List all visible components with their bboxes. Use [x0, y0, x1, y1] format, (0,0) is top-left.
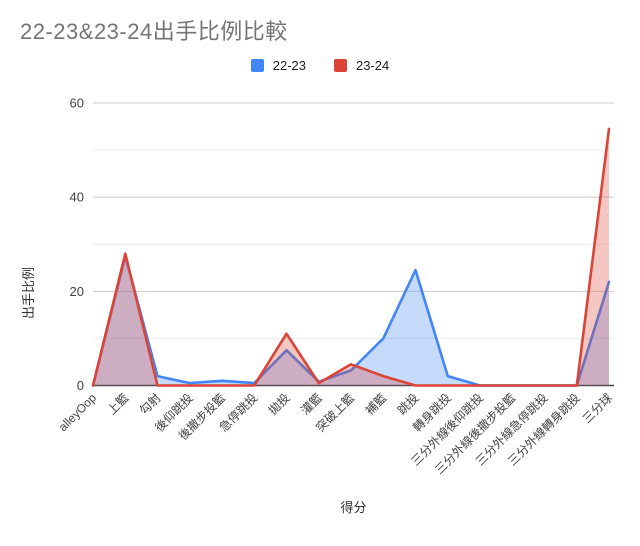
- line-series-23-24: [91, 127, 611, 387]
- chart-title: 22-23&23-24出手比例比較: [20, 19, 288, 44]
- y-tick-label: 20: [70, 284, 84, 299]
- legend-item-23-24[interactable]: 23-24: [334, 58, 389, 73]
- legend: 22-23 23-24: [0, 58, 640, 73]
- y-tick-label: 0: [77, 378, 84, 393]
- x-tick-label: 上籃: [104, 390, 132, 418]
- legend-item-22-23[interactable]: 22-23: [250, 58, 306, 73]
- legend-label-22-23: 22-23: [272, 58, 306, 73]
- legend-swatch-22-23-icon: [250, 59, 264, 72]
- x-tick-label: 跳投: [394, 390, 422, 418]
- x-tick-label: 三分球: [580, 391, 615, 426]
- x-tick-label: 勾射: [136, 390, 164, 418]
- area-series-23-24: [93, 128, 609, 386]
- y-axis-title: 出手比例: [21, 267, 36, 319]
- area-series-22-23: [93, 256, 609, 386]
- legend-swatch-23-24-icon: [334, 59, 347, 72]
- legend-label-23-24: 23-24: [356, 58, 390, 73]
- x-tick-label: alleyOop: [56, 391, 100, 435]
- x-tick-label: 灌籃: [297, 390, 325, 418]
- y-tick-label: 60: [70, 96, 84, 111]
- x-axis-title: 得分: [340, 500, 366, 515]
- x-tick-label: 補籃: [362, 390, 390, 418]
- x-tick-label: 拋投: [265, 390, 293, 418]
- y-tick-label: 40: [70, 190, 84, 205]
